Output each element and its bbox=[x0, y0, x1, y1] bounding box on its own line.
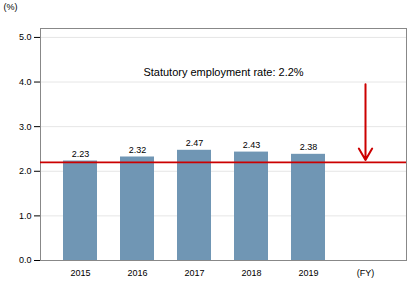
svg-text:2016: 2016 bbox=[127, 268, 147, 278]
svg-text:2.43: 2.43 bbox=[243, 140, 261, 150]
svg-text:2015: 2015 bbox=[70, 268, 90, 278]
svg-text:5.0: 5.0 bbox=[19, 32, 32, 42]
svg-text:2.47: 2.47 bbox=[186, 138, 204, 148]
svg-text:2.0: 2.0 bbox=[19, 166, 32, 176]
svg-text:4.0: 4.0 bbox=[19, 77, 32, 87]
svg-text:1.0: 1.0 bbox=[19, 211, 32, 221]
svg-text:2019: 2019 bbox=[298, 268, 318, 278]
svg-text:2.23: 2.23 bbox=[72, 149, 90, 159]
svg-text:(FY): (FY) bbox=[357, 268, 375, 278]
svg-text:Statutory employment rate: 2.2: Statutory employment rate: 2.2% bbox=[143, 66, 303, 78]
svg-text:2.38: 2.38 bbox=[300, 142, 318, 152]
svg-text:2018: 2018 bbox=[241, 268, 261, 278]
svg-text:3.0: 3.0 bbox=[19, 122, 32, 132]
svg-text:2017: 2017 bbox=[184, 268, 204, 278]
svg-text:0.0: 0.0 bbox=[19, 255, 32, 265]
svg-text:(%): (%) bbox=[4, 2, 18, 12]
svg-text:2.32: 2.32 bbox=[129, 145, 147, 155]
